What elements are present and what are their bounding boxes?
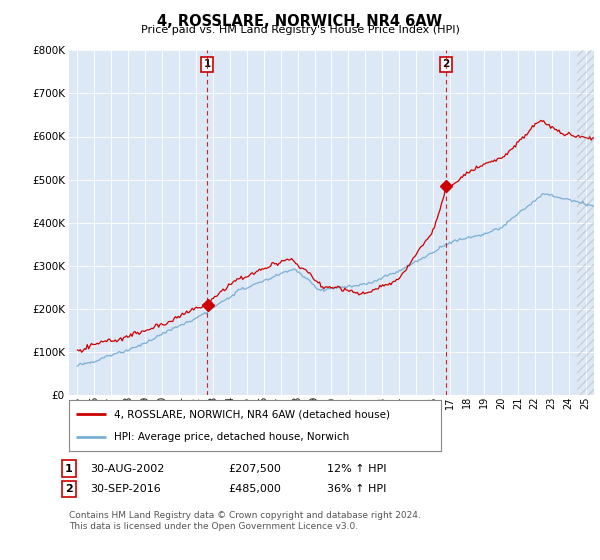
Text: 12% ↑ HPI: 12% ↑ HPI [327,464,386,474]
Text: 2: 2 [442,59,449,69]
Text: £485,000: £485,000 [228,484,281,494]
Text: Contains HM Land Registry data © Crown copyright and database right 2024.: Contains HM Land Registry data © Crown c… [69,511,421,520]
Text: 1: 1 [65,464,73,474]
Text: 30-SEP-2016: 30-SEP-2016 [90,484,161,494]
Text: 36% ↑ HPI: 36% ↑ HPI [327,484,386,494]
Text: 1: 1 [203,59,211,69]
Text: 30-AUG-2002: 30-AUG-2002 [90,464,164,474]
Text: This data is licensed under the Open Government Licence v3.0.: This data is licensed under the Open Gov… [69,522,358,531]
Text: HPI: Average price, detached house, Norwich: HPI: Average price, detached house, Norw… [113,432,349,442]
Text: 4, ROSSLARE, NORWICH, NR4 6AW (detached house): 4, ROSSLARE, NORWICH, NR4 6AW (detached … [113,409,389,419]
Text: Price paid vs. HM Land Registry's House Price Index (HPI): Price paid vs. HM Land Registry's House … [140,25,460,35]
Text: 2: 2 [65,484,73,494]
Text: 4, ROSSLARE, NORWICH, NR4 6AW: 4, ROSSLARE, NORWICH, NR4 6AW [157,14,443,29]
Text: £207,500: £207,500 [228,464,281,474]
